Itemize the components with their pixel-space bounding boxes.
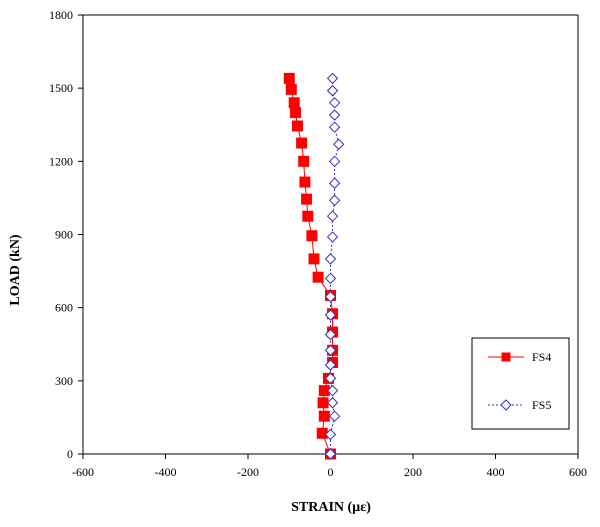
data-point-fs5 (328, 410, 341, 422)
data-point-fs5 (324, 290, 337, 303)
data-point-fs4 (301, 193, 313, 205)
y-tick-label: 600 (55, 301, 73, 315)
data-point-fs5 (324, 272, 337, 285)
data-point-fs5 (324, 359, 337, 371)
x-tick-label: 600 (569, 465, 587, 479)
data-point-fs5 (328, 97, 341, 109)
legend: FS4 FS5 (471, 337, 570, 430)
x-tick-label: 400 (487, 465, 505, 479)
legend-marker-fs4 (501, 352, 511, 362)
data-point-fs5 (326, 72, 339, 85)
data-point-fs4 (302, 210, 314, 222)
data-point-fs4 (299, 176, 311, 188)
legend-box (471, 337, 570, 430)
y-tick-label: 900 (55, 228, 73, 242)
y-tick-label: 1500 (49, 81, 73, 95)
data-point-fs4 (283, 72, 295, 84)
data-point-fs5 (328, 177, 341, 189)
data-point-fs5 (328, 155, 341, 168)
x-tick-label: -400 (155, 465, 177, 479)
y-tick-label: 300 (55, 374, 73, 388)
data-point-fs4 (292, 120, 303, 132)
legend-marker-fs5 (500, 399, 512, 411)
data-point-fs5 (326, 384, 339, 397)
data-point-fs5 (326, 231, 339, 243)
data-point-fs5 (328, 121, 341, 133)
x-axis-title: STRAIN (µε) (291, 500, 371, 515)
data-point-fs4 (285, 83, 297, 95)
data-point-fs5 (324, 372, 337, 385)
data-point-fs5 (324, 253, 337, 265)
data-point-fs5 (324, 448, 337, 460)
data-point-fs4 (312, 271, 324, 283)
series-layer (283, 72, 345, 460)
x-tick-label: -600 (72, 465, 94, 479)
data-point-fs4 (316, 427, 328, 439)
data-point-fs4 (288, 97, 300, 109)
data-point-fs5 (326, 397, 339, 409)
data-point-fs4 (318, 410, 330, 422)
data-point-fs4 (308, 253, 320, 265)
data-point-fs5 (326, 210, 339, 222)
data-point-fs4 (298, 155, 310, 167)
x-tick-label: 0 (328, 465, 334, 479)
data-point-fs5 (324, 328, 337, 341)
y-tick-label: 1200 (49, 154, 73, 168)
data-point-fs4 (289, 107, 301, 119)
y-tick-label: 0 (67, 447, 73, 461)
data-point-fs5 (324, 428, 337, 441)
data-point-fs5 (328, 109, 341, 121)
data-point-fs5 (324, 309, 337, 321)
data-point-fs4 (317, 397, 329, 409)
legend-label-fs4: FS4 (532, 350, 551, 364)
data-point-fs5 (328, 194, 341, 207)
data-point-fs4 (306, 230, 318, 242)
y-axis-title: LOAD (kN) (8, 234, 23, 306)
y-tick-label: 1800 (49, 8, 73, 22)
y-axis-ticks: 0 300 600 900 1200 1500 1800 (49, 8, 83, 461)
x-tick-label: 200 (404, 465, 422, 479)
series-fs5 (324, 72, 345, 460)
data-point-fs5 (324, 344, 337, 357)
legend-label-fs5: FS5 (532, 398, 551, 412)
data-point-fs5 (333, 138, 345, 150)
data-point-fs5 (326, 84, 339, 97)
data-point-fs4 (296, 137, 308, 149)
x-tick-label: -200 (237, 465, 259, 479)
